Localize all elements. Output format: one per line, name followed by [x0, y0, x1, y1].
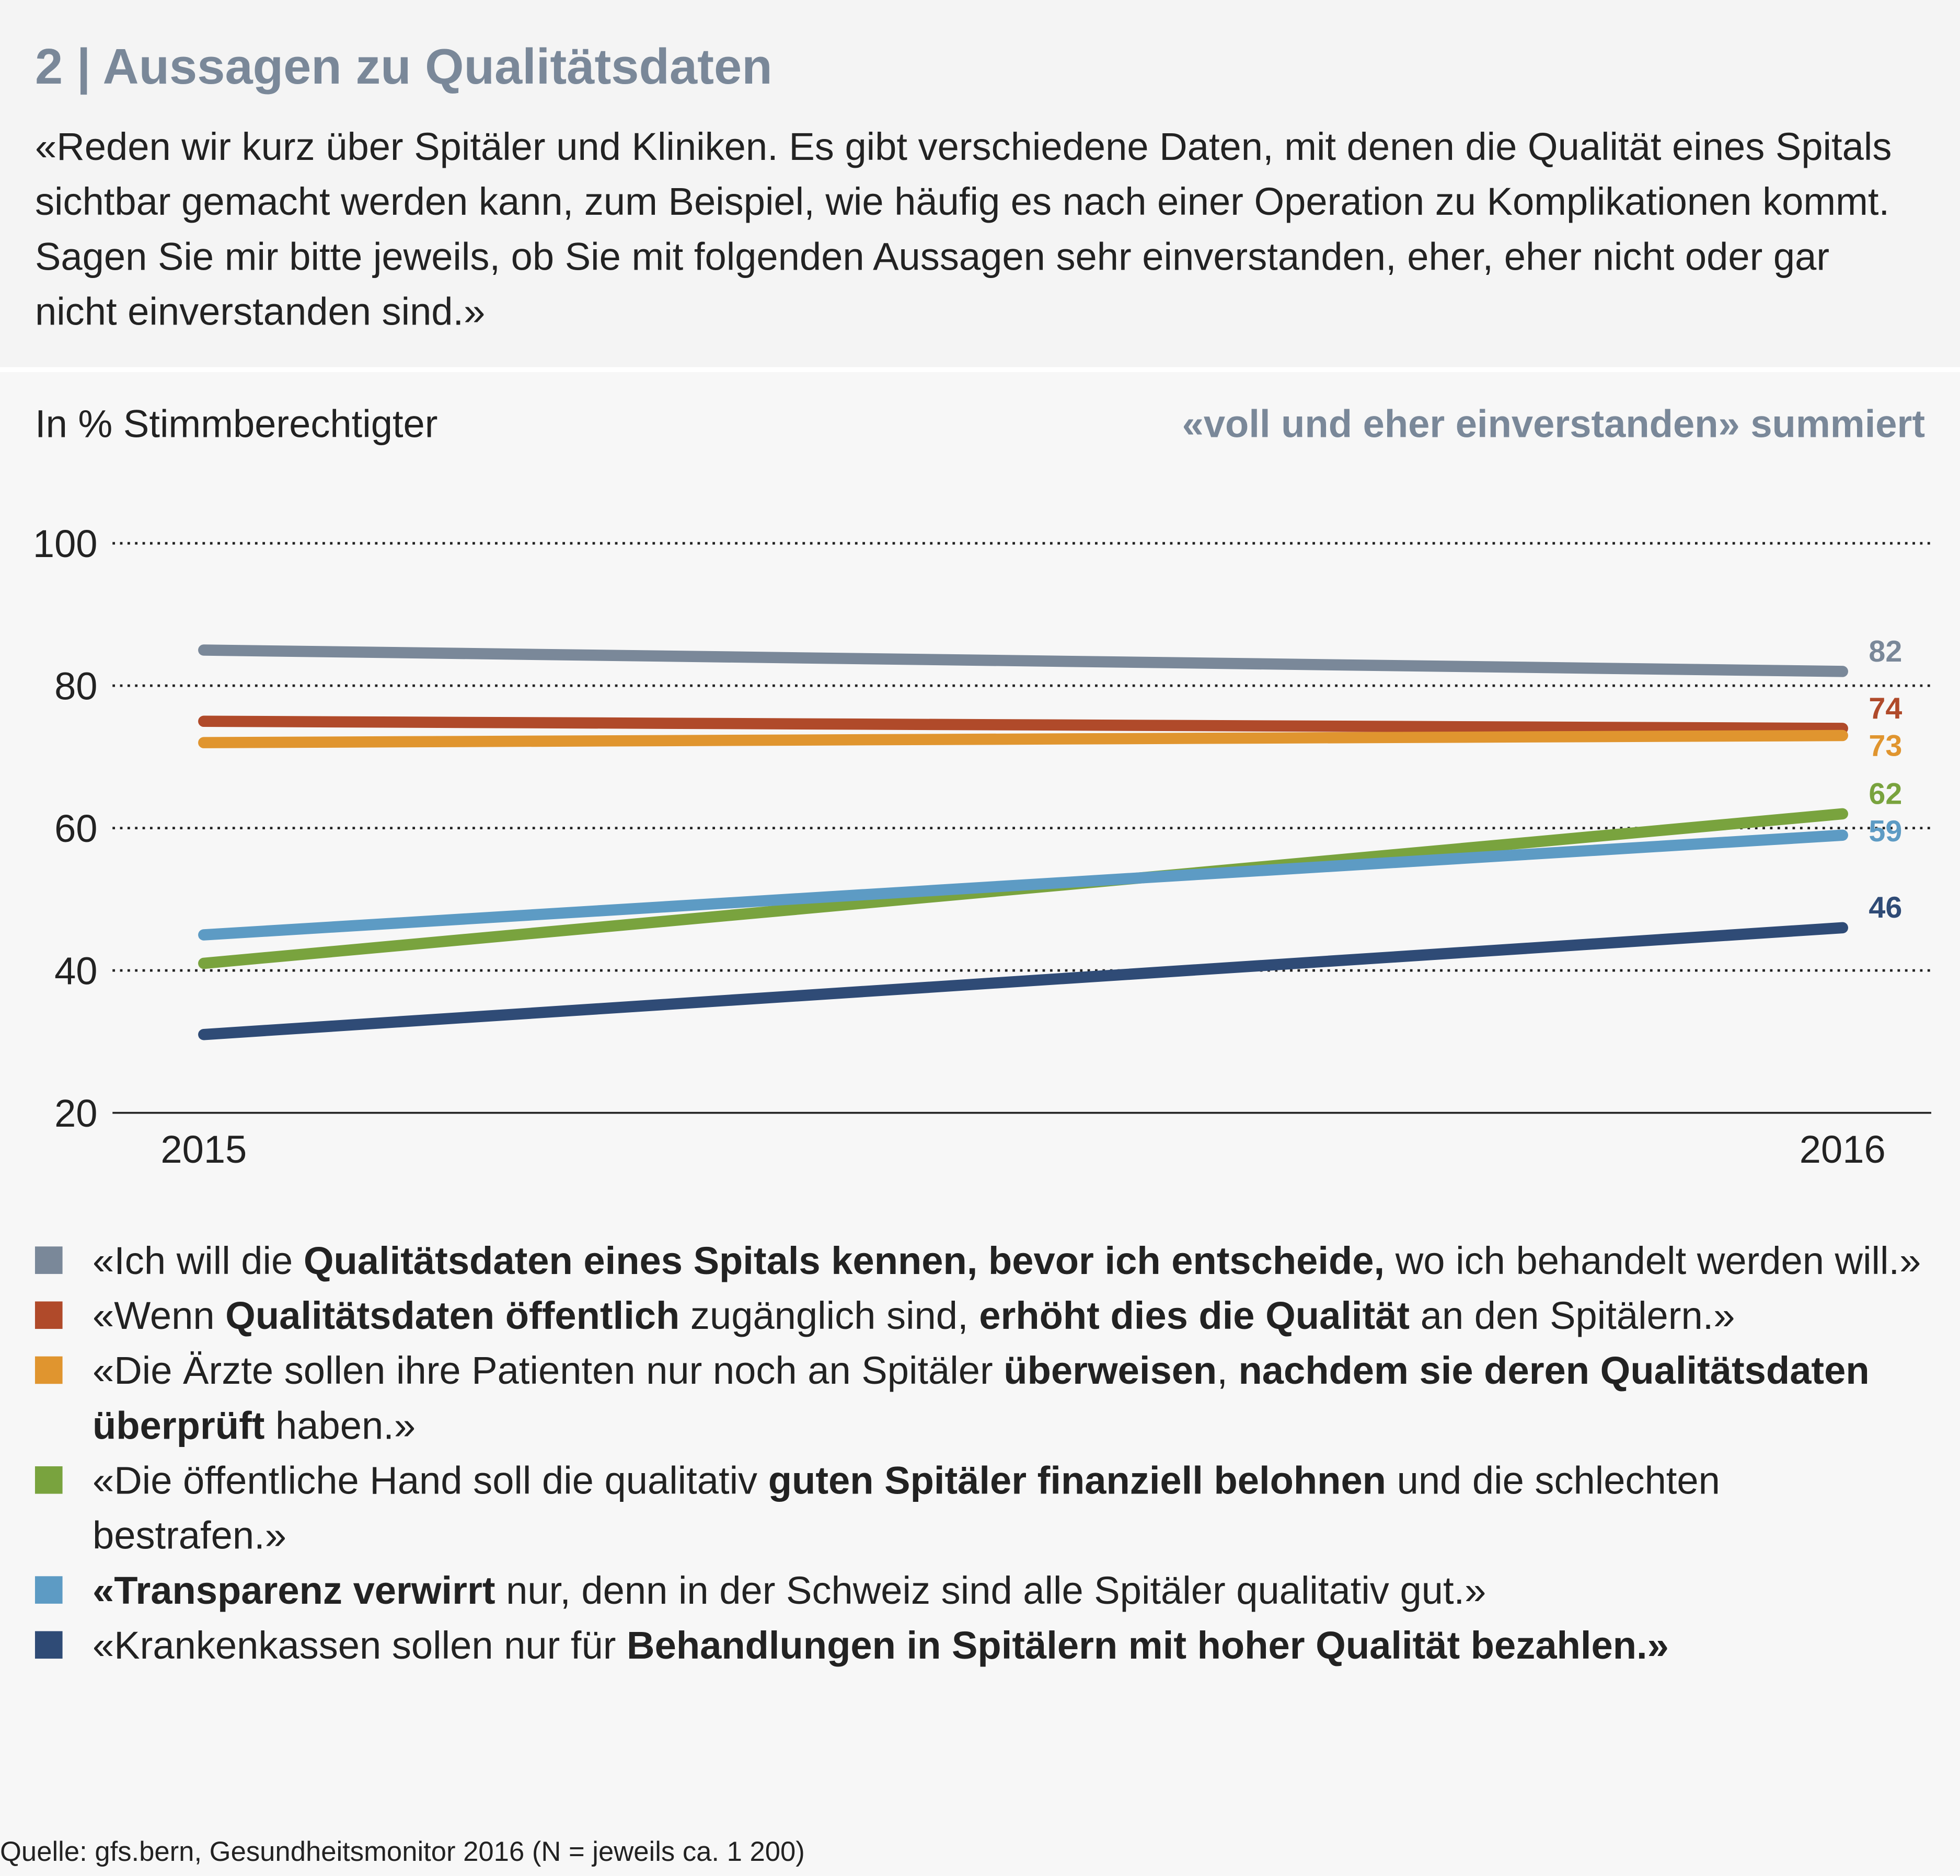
legend-item: «Ich will die Qualitätsdaten eines Spita… — [34, 1234, 1922, 1289]
header: 2 | Aussagen zu Qualitätsdaten «Reden wi… — [0, 0, 1960, 373]
y-tick-label: 40 — [54, 949, 97, 992]
legend-item: «Die Ärzte sollen ihre Patienten nur noc… — [34, 1344, 1922, 1454]
legend-text: Behandlungen in Spitälern mit hoher Qual… — [627, 1624, 1669, 1667]
series-line — [198, 922, 1848, 1040]
legend: «Ich will die Qualitätsdaten eines Spita… — [34, 1234, 1922, 1674]
note: «voll und eher einverstanden» summiert — [1182, 402, 1926, 446]
source: Quelle: gfs.bern, Gesundheitsmonitor 201… — [0, 1836, 805, 1868]
legend-swatch — [34, 1576, 63, 1604]
legend-text: «Die Ärzte sollen ihre Patienten nur noc… — [92, 1349, 1004, 1393]
legend-text: Qualitätsdaten öffentlich — [225, 1294, 680, 1338]
value-label: 46 — [1869, 891, 1902, 924]
legend-swatch — [34, 1356, 63, 1384]
unit-label: In % Stimmberechtigter — [34, 402, 438, 446]
value-label: 59 — [1869, 815, 1902, 848]
series-line — [198, 729, 1848, 748]
value-label: 74 — [1869, 692, 1902, 725]
legend-text: nachdem sie deren Qualitätsdaten überprü… — [92, 1349, 1870, 1448]
legend-swatch — [34, 1301, 63, 1329]
intro: «Reden wir kurz über Spitäler und Klinik… — [34, 125, 1892, 334]
legend-text: zugänglich sind, — [679, 1294, 979, 1338]
legend-text: erhöht dies die Qualität — [979, 1294, 1410, 1338]
legend-text: nur, denn in der Schweiz sind alle Spitä… — [495, 1568, 1486, 1613]
y-tick-label: 20 — [54, 1092, 97, 1135]
value-label: 62 — [1869, 777, 1902, 810]
title: 2 | Aussagen zu Qualitätsdaten — [34, 40, 773, 95]
x-tick-label: 2016 — [1800, 1128, 1886, 1171]
legend-text: wo ich behandelt werden will.» — [1385, 1238, 1921, 1283]
y-tick-label: 100 — [33, 522, 98, 565]
legend-item: «Krankenkassen sollen nur für Behandlung… — [34, 1619, 1922, 1674]
y-tick-label: 60 — [54, 807, 97, 850]
legend-text: , — [1217, 1349, 1239, 1393]
series-line — [198, 829, 1848, 941]
legend-item: «Wenn Qualitätsdaten öffentlich zugängli… — [34, 1289, 1922, 1344]
series-line — [198, 644, 1848, 677]
legend-text: «Die öffentliche Hand soll die qualitati… — [92, 1458, 768, 1503]
legend-text: überweisen — [1004, 1349, 1217, 1393]
legend-text: «Ich will die — [92, 1238, 304, 1283]
legend-text: «Krankenkassen sollen nur für — [92, 1624, 627, 1667]
value-label: 73 — [1869, 729, 1902, 763]
legend-text: «Transparenz verwirrt — [92, 1568, 495, 1613]
legend-item: «Transparenz verwirrt nur, denn in der S… — [34, 1564, 1922, 1618]
legend-text: Qualitätsdaten eines Spitals kennen, bev… — [303, 1238, 1385, 1283]
x-tick-label: 2015 — [160, 1128, 247, 1171]
legend-text: haben.» — [264, 1404, 416, 1448]
value-label: 82 — [1869, 635, 1902, 668]
legend-text: «Wenn — [92, 1294, 226, 1338]
legend-text: an den Spitälern.» — [1410, 1294, 1735, 1338]
chart: 20 40 60 80 100 2015 2016 82 74 73 62 59 46 — [33, 522, 1932, 1171]
legend-swatch — [34, 1631, 63, 1659]
legend-swatch — [34, 1466, 63, 1494]
legend-item: «Die öffentliche Hand soll die qualitati… — [34, 1454, 1922, 1564]
series-line — [198, 715, 1848, 734]
legend-text: und die schlechten bestrafen.» — [92, 1458, 1720, 1558]
legend-text: guten Spitäler finanziell belohnen — [768, 1458, 1386, 1503]
legend-swatch — [34, 1246, 63, 1274]
y-tick-label: 80 — [54, 664, 97, 708]
